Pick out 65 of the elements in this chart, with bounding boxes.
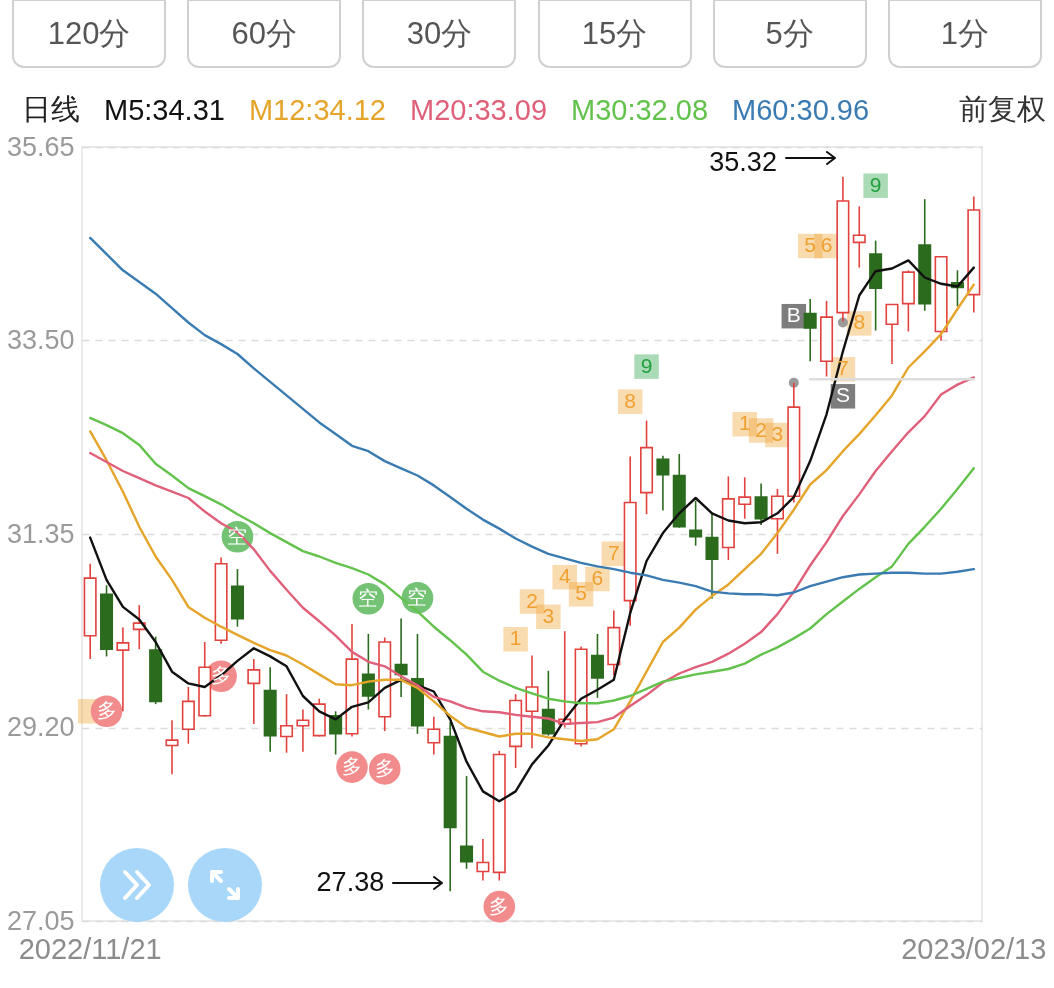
candlestick: [656, 454, 670, 512]
text: 5: [804, 233, 817, 256]
candlestick: [885, 303, 899, 365]
candlestick: [803, 298, 817, 362]
candlestick: [770, 488, 784, 555]
candlestick: [754, 482, 768, 526]
tab-button: 60分: [187, 0, 342, 68]
text: 空: [407, 585, 428, 608]
text: 多: [342, 755, 362, 778]
candlestick: [427, 715, 441, 756]
y-tick-label: 35.65: [6, 131, 75, 162]
text: 多: [489, 894, 510, 917]
y-tick-label: 29.20: [6, 712, 75, 742]
line-series: [88, 376, 976, 726]
candlestick: [738, 476, 752, 520]
annotation: 27.38: [316, 867, 385, 898]
series-label: 空: [358, 586, 379, 609]
x-tick-label: 2023/02/13: [901, 932, 1047, 965]
candlestick: [705, 511, 719, 600]
series-label: B: [786, 303, 801, 327]
candlestick: [247, 658, 261, 725]
series-label: 8: [624, 388, 637, 412]
tab-button: 1分: [887, 0, 1042, 68]
candlestick: [296, 708, 310, 753]
series-label: 1: [509, 626, 522, 650]
series-label: 5: [575, 581, 587, 605]
candlestick: [590, 633, 604, 699]
candlestick: [165, 719, 179, 776]
tab-button: 15分: [537, 0, 692, 68]
tab-button: 30分: [362, 0, 517, 68]
series-label: 多: [96, 699, 117, 722]
text: 2: [755, 417, 767, 441]
candlestick: [280, 693, 294, 754]
candlestick: [460, 775, 474, 870]
series-label: 9: [640, 353, 653, 377]
line-series: [88, 259, 976, 803]
series-label: 2: [526, 588, 538, 612]
y-tick-label: 31.35: [6, 518, 75, 549]
annotation: 35.32: [709, 146, 777, 177]
series-label: 3: [542, 603, 555, 627]
text: M5:34.31: [104, 93, 225, 127]
text: M12:34.12: [248, 93, 386, 127]
candlestick: [476, 838, 490, 882]
y-tick-label: 33.50: [6, 325, 75, 355]
text: M20:33.09: [409, 93, 548, 127]
text: M30:32.08: [571, 93, 709, 127]
text: 9: [869, 172, 882, 196]
line-series: [88, 283, 976, 743]
series-label: 6: [591, 566, 604, 589]
series-label: 7: [607, 540, 620, 564]
text: 8: [853, 310, 866, 334]
text: 1: [738, 411, 751, 435]
text: 6: [820, 233, 833, 256]
text: 多: [374, 756, 395, 779]
candlestick: [689, 499, 703, 547]
candlestick: [852, 205, 866, 269]
text: 日线: [22, 92, 80, 127]
series-label: 4: [558, 564, 571, 588]
series-label: S: [835, 383, 850, 407]
tab-button: 120分: [12, 0, 167, 68]
text: M60:30.96: [732, 93, 870, 127]
text: 3: [771, 422, 784, 445]
candlestick: [116, 626, 130, 713]
text: 前复权: [959, 92, 1046, 127]
tab-button: 5分: [712, 0, 867, 68]
